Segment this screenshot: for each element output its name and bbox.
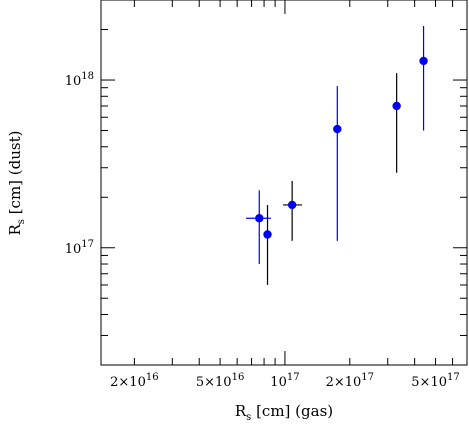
data-point bbox=[419, 56, 428, 66]
axis-ticks bbox=[101, 0, 468, 366]
plot-frame bbox=[100, 0, 468, 366]
data-point bbox=[263, 230, 272, 239]
x-tick-label: 5×1016 bbox=[196, 372, 244, 390]
x-tick-label: 1017 bbox=[270, 372, 299, 390]
x-tick-label: 5×1017 bbox=[411, 372, 459, 390]
y-tick-labels: 1017 1018 bbox=[65, 71, 94, 257]
x-tick-labels: 2×1016 5×1016 1017 2×1017 5×1017 bbox=[110, 372, 460, 390]
x-tick-label: 2×1016 bbox=[110, 372, 158, 390]
data-point bbox=[392, 101, 401, 111]
data-point bbox=[287, 200, 297, 210]
y-axis-label: Rs [cm] (dust) bbox=[6, 131, 27, 236]
error-bars bbox=[246, 25, 425, 285]
x-tick-label: 2×1017 bbox=[326, 372, 374, 390]
data-point bbox=[333, 124, 342, 134]
data-points bbox=[255, 56, 428, 239]
y-tick-label: 1017 bbox=[65, 239, 94, 257]
data-point bbox=[255, 214, 264, 223]
y-tick-label: 1018 bbox=[65, 71, 94, 89]
x-axis-label: Rs [cm] (gas) bbox=[235, 402, 333, 423]
